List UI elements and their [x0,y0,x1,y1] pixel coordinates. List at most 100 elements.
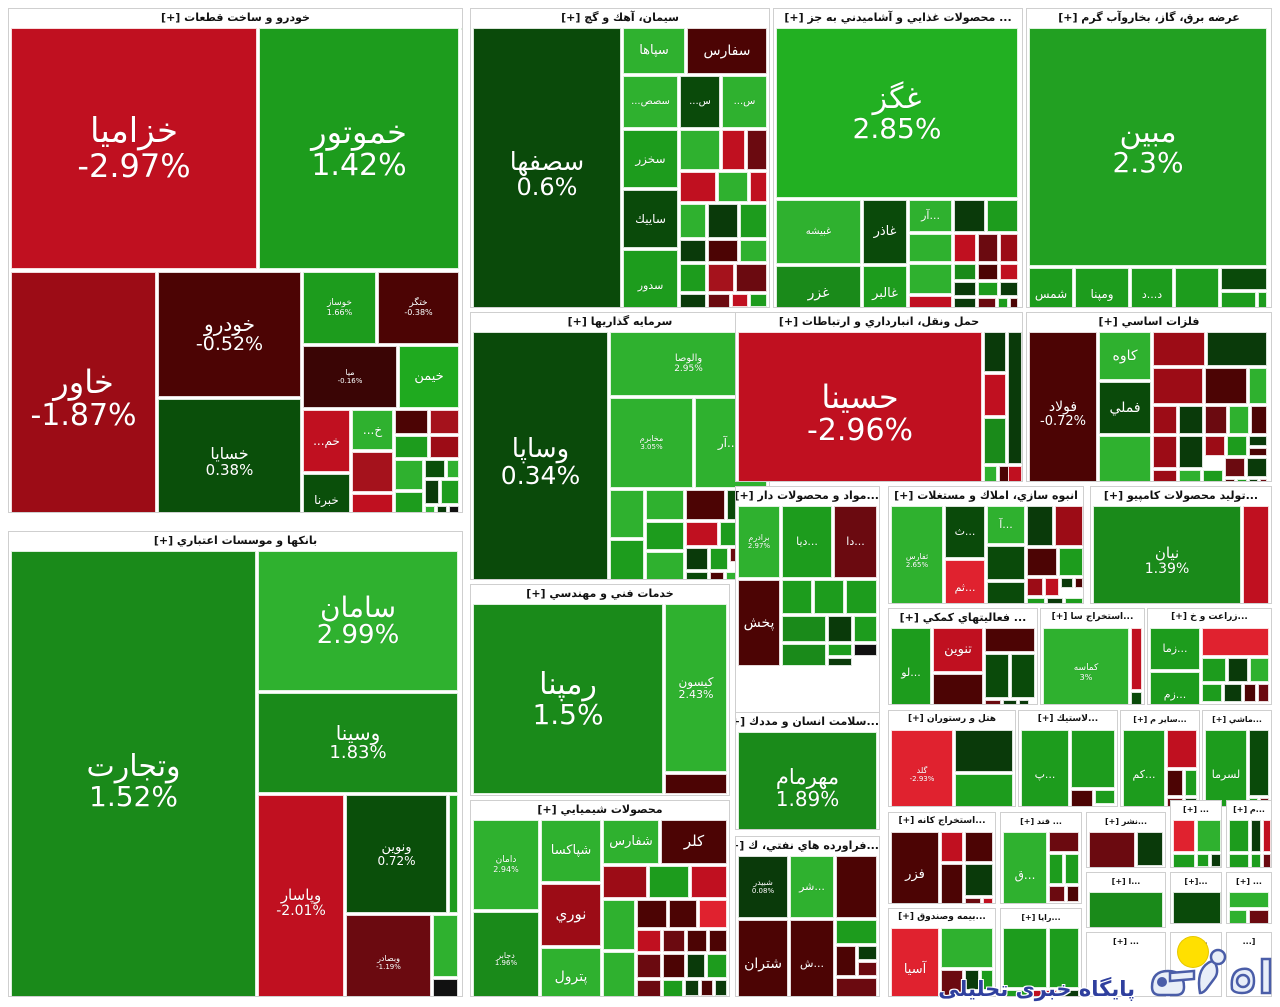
stock-tile-unlabeled[interactable] [814,580,844,614]
stock-tile-unlabeled[interactable] [1179,406,1203,434]
stock-tile-unlabeled[interactable] [685,980,699,996]
stock-tile[interactable]: ...ديا [782,506,832,578]
stock-tile-unlabeled[interactable] [1099,436,1151,481]
stock-tile[interactable]: وساپا 0.34% [473,332,608,579]
stock-tile[interactable]: آسيا [891,928,939,996]
stock-tile-unlabeled[interactable] [1260,479,1267,481]
stock-tile[interactable]: غالبر [863,266,907,307]
stock-tile-unlabeled[interactable] [1224,704,1242,705]
stock-tile-unlabeled[interactable] [1075,578,1083,588]
stock-tile-unlabeled[interactable] [1227,436,1247,456]
stock-tile-unlabeled[interactable] [985,628,1035,652]
stock-tile-unlabeled[interactable] [710,572,724,579]
stock-tile[interactable]: ...كم [1123,730,1165,806]
sector-title-pub[interactable]: ...نشر [+] [1104,817,1148,826]
stock-tile[interactable]: پخش [738,580,780,666]
stock-tile-unlabeled[interactable] [740,240,767,262]
stock-tile-unlabeled[interactable] [603,900,635,950]
stock-tile-unlabeled[interactable] [1179,436,1203,468]
sector-title-mining[interactable]: ...استخراج سا [+] [1051,612,1134,622]
stock-tile-unlabeled[interactable] [858,946,877,960]
stock-tile-unlabeled[interactable] [1251,820,1261,852]
stock-tile-unlabeled[interactable] [1089,892,1163,927]
stock-tile[interactable]: خزاميا -2.97% [11,28,257,269]
stock-tile-unlabeled[interactable] [1243,506,1269,603]
sector-panel-invest[interactable]: سرمايه گذاريها [+] وساپا 0.34% والوصا 2.95% م… [470,312,770,580]
stock-tile-unlabeled[interactable] [610,490,644,538]
stock-tile-unlabeled[interactable] [663,930,685,952]
stock-tile-unlabeled[interactable] [1228,658,1248,682]
sector-title-agri[interactable]: ...زراعت و خ [+] [1171,612,1248,622]
stock-tile[interactable]: ...آر [909,200,952,232]
stock-tile-unlabeled[interactable] [449,795,458,913]
stock-tile-unlabeled[interactable] [1229,406,1249,434]
stock-tile[interactable]: فولاد -0.72% [1029,332,1097,481]
sector-title-misc1[interactable]: ... [+] [1183,805,1209,814]
stock-tile[interactable]: برادرم 2.97% [738,506,780,578]
stock-tile-unlabeled[interactable] [708,264,734,292]
stock-tile[interactable]: سصفها 0.6% [473,28,621,307]
stock-tile[interactable]: كماسه 3% [1043,628,1129,704]
stock-tile-unlabeled[interactable] [708,240,738,262]
sector-title-invest[interactable]: سرمايه گذاريها [+] [567,315,673,328]
stock-tile-unlabeled[interactable] [1205,406,1227,434]
stock-tile-unlabeled[interactable] [395,492,423,512]
stock-tile-unlabeled[interactable] [646,522,684,550]
sector-title-misc8[interactable]: [... [1242,937,1256,946]
stock-tile-unlabeled[interactable] [828,644,852,656]
stock-tile-unlabeled[interactable] [1067,886,1079,902]
stock-tile-unlabeled[interactable] [433,915,458,977]
stock-tile-unlabeled[interactable] [1244,704,1256,705]
stock-tile[interactable]: ...ش [790,920,834,996]
stock-tile[interactable]: مخابرم 3.05% [610,398,693,488]
stock-tile[interactable]: سپاها [623,28,685,74]
stock-tile-unlabeled[interactable] [1258,704,1269,705]
stock-tile[interactable]: خسايا 0.38% [158,399,301,512]
sector-title-auto[interactable]: خودرو و ساخت قطعات [+] [161,11,310,24]
stock-tile[interactable]: كلر [661,820,727,864]
sector-panel-metals[interactable]: فلزات اساسي [+] فولاد -0.72% كاوه فملي [1026,312,1272,482]
stock-tile[interactable]: مبين 2.3% [1029,28,1267,266]
stock-tile-unlabeled[interactable] [1197,820,1221,852]
stock-tile-unlabeled[interactable] [433,979,458,996]
stock-tile-unlabeled[interactable] [941,864,963,903]
stock-tile-unlabeled[interactable] [637,980,661,996]
stock-tile[interactable]: سامان 2.99% [258,551,458,691]
stock-tile-unlabeled[interactable] [680,294,706,307]
stock-tile-unlabeled[interactable] [965,970,979,990]
stock-tile-unlabeled[interactable] [1205,368,1247,404]
stock-tile[interactable]: نوري [541,884,601,946]
stock-tile-unlabeled[interactable] [1089,832,1135,867]
stock-tile-unlabeled[interactable] [1095,806,1107,807]
stock-tile-unlabeled[interactable] [1250,658,1269,682]
stock-tile-unlabeled[interactable] [1003,928,1047,988]
stock-tile-unlabeled[interactable] [1095,790,1115,804]
stock-tile-unlabeled[interactable] [425,506,435,512]
stock-tile-unlabeled[interactable] [1031,700,1035,704]
stock-tile-unlabeled[interactable] [1211,854,1221,867]
sector-title-petro[interactable]: ...فراورده هاي نفتي، ك [+] [736,839,879,852]
stock-tile-unlabeled[interactable] [1185,770,1197,796]
stock-tile[interactable]: غزر [776,266,861,307]
stock-tile-unlabeled[interactable] [680,172,716,202]
sector-title-hotel[interactable]: هتل و رستوران [+] [907,714,996,724]
stock-tile-unlabeled[interactable] [941,970,963,996]
stock-tile-unlabeled[interactable] [1027,548,1057,576]
stock-tile-unlabeled[interactable] [954,200,985,232]
stock-tile-unlabeled[interactable] [955,774,1013,806]
stock-tile-unlabeled[interactable] [1207,332,1267,366]
sector-title-banks[interactable]: بانكها و موسسات اعتباري [+] [153,534,318,547]
stock-tile[interactable]: شمس [1029,268,1073,307]
sector-panel-hotel[interactable]: هتل و رستوران [+] گلد -2.93% [888,710,1016,807]
stock-tile-unlabeled[interactable] [686,490,725,520]
stock-tile-unlabeled[interactable] [441,480,459,504]
stock-tile-unlabeled[interactable] [933,674,983,704]
stock-tile-unlabeled[interactable] [665,774,727,794]
stock-tile-unlabeled[interactable] [828,658,852,666]
stock-tile-unlabeled[interactable] [1153,470,1177,481]
sector-panel-machinery[interactable]: ...ماشي [+] لسرما [1202,710,1272,807]
sector-panel-health[interactable]: ...سلامت انسان و مددك [+] مهرمام 1.89% [735,712,880,830]
stock-tile-unlabeled[interactable] [425,480,439,504]
sector-title-misc7[interactable]: ...[+] [1184,937,1208,946]
stock-tile-unlabeled[interactable] [981,970,993,990]
